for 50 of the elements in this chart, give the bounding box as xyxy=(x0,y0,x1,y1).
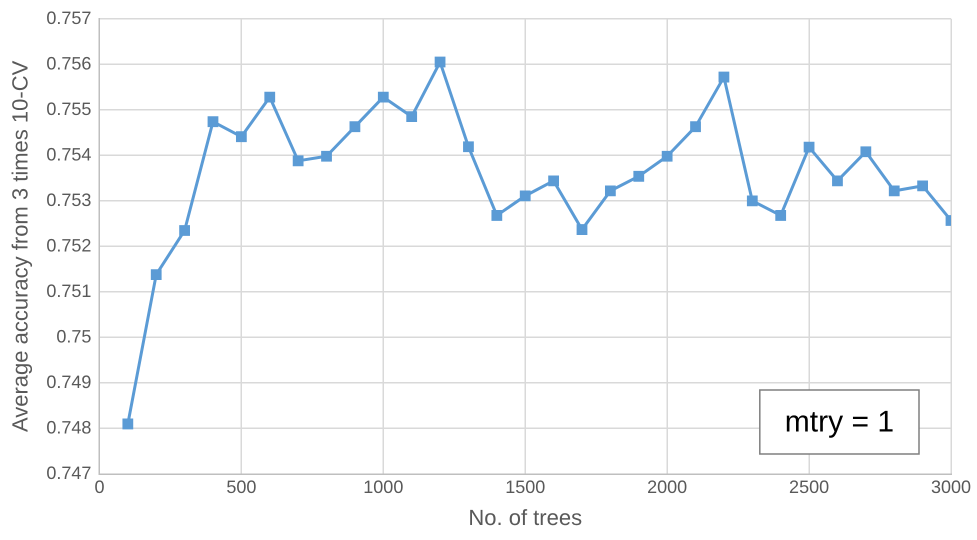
point xyxy=(463,141,474,152)
y-tick-label: 0.754 xyxy=(46,144,92,164)
point xyxy=(378,92,389,102)
point xyxy=(179,225,190,236)
x-tick-label: 0 xyxy=(94,476,104,497)
point xyxy=(548,175,559,186)
point xyxy=(804,142,814,153)
point xyxy=(491,210,502,221)
point xyxy=(264,92,276,102)
y-tick-label: 0.755 xyxy=(46,98,92,119)
point xyxy=(406,111,418,122)
y-axis-title: Average accuracy from 3 times 10-CV xyxy=(7,60,32,432)
point xyxy=(917,180,928,192)
x-tick-label: 2000 xyxy=(647,476,688,497)
point xyxy=(775,210,786,221)
point xyxy=(292,155,304,166)
point xyxy=(576,224,588,235)
point xyxy=(434,56,446,68)
y-tick-label: 0.748 xyxy=(46,417,92,438)
point xyxy=(321,150,332,162)
point xyxy=(520,190,531,202)
y-tick-label: 0.757 xyxy=(46,8,92,28)
annotation: mtry = 1 xyxy=(784,405,894,438)
point xyxy=(350,121,360,132)
x-axis-title: No. of trees xyxy=(468,504,582,530)
y-tick-label: 0.756 xyxy=(46,53,92,74)
x-tick-label: 1500 xyxy=(505,476,546,497)
point xyxy=(832,175,843,186)
y-tick-label: 0.747 xyxy=(46,462,92,483)
y-tick-label: 0.749 xyxy=(46,372,92,392)
y-tick-label: 0.753 xyxy=(46,190,92,210)
x-tick-label: 3000 xyxy=(930,476,972,497)
x-tick-label: 2500 xyxy=(789,476,830,497)
point xyxy=(888,185,900,196)
point xyxy=(122,418,134,430)
point xyxy=(746,195,758,206)
point xyxy=(662,150,673,162)
point xyxy=(690,121,701,132)
point xyxy=(860,146,872,158)
point xyxy=(150,269,162,280)
y-tick-label: 0.751 xyxy=(46,280,92,301)
x-tick-label: 1000 xyxy=(363,476,404,497)
y-tick-label: 0.75 xyxy=(56,326,92,346)
point xyxy=(633,170,644,182)
y-tick-label: 0.752 xyxy=(46,235,92,256)
point xyxy=(718,72,730,82)
point xyxy=(604,185,616,196)
point xyxy=(208,116,218,128)
x-tick-label: 500 xyxy=(226,476,256,497)
point xyxy=(236,131,247,142)
